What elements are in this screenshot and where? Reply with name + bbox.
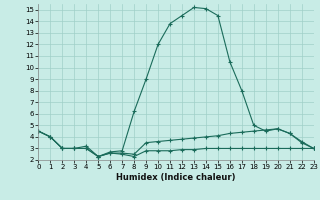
X-axis label: Humidex (Indice chaleur): Humidex (Indice chaleur) [116,173,236,182]
